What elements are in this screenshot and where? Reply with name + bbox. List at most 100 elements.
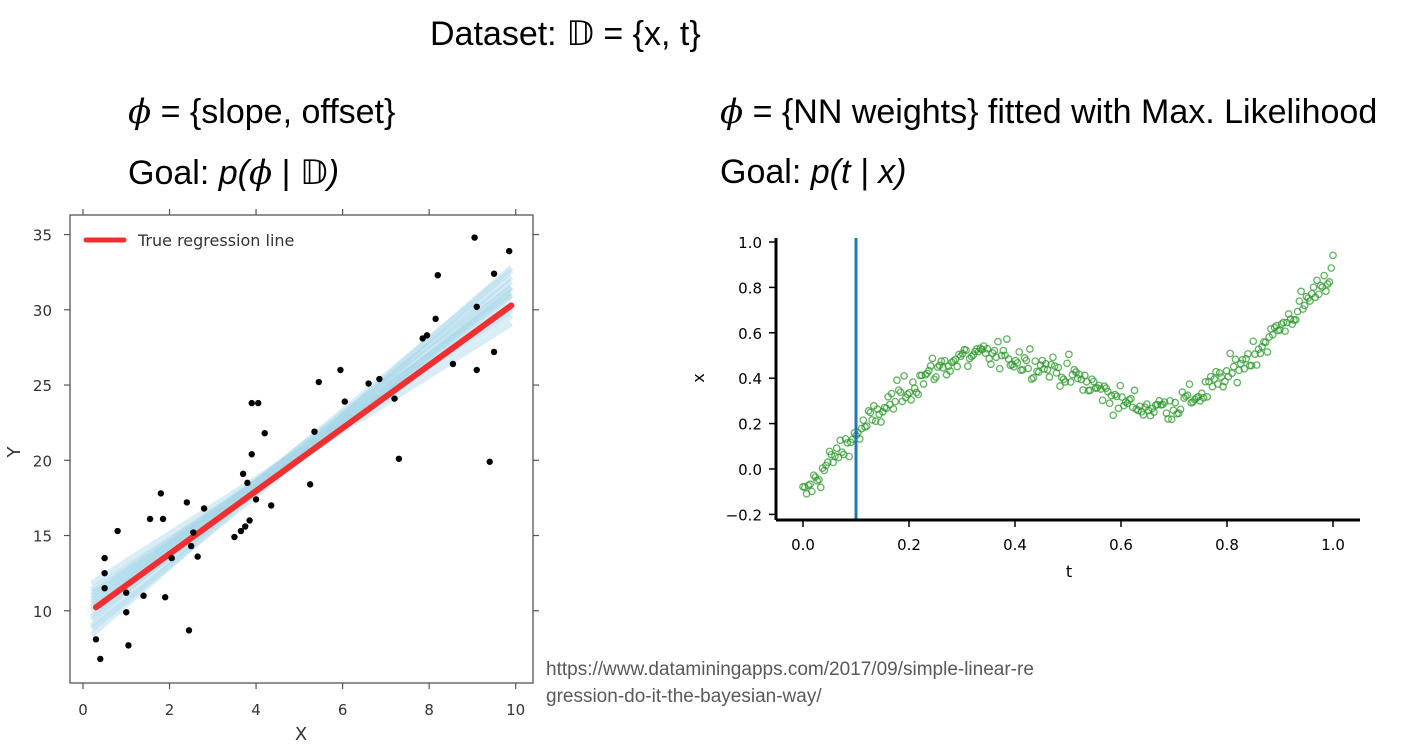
x-tick-label: 6 [338, 701, 348, 719]
data-point [146, 515, 154, 523]
data-point [1199, 393, 1208, 402]
data-point [1251, 350, 1259, 358]
data-point [891, 397, 900, 406]
data-point [955, 350, 963, 359]
data-point [423, 332, 431, 339]
right-phi-text: = {NN weights} fitted with Max. Likeliho… [743, 93, 1378, 131]
data-point [1219, 382, 1227, 391]
data-point [1238, 355, 1247, 364]
data-point [925, 366, 933, 375]
data-point [1322, 287, 1330, 296]
y-tick-label: 35 [33, 227, 52, 245]
axes [774, 238, 1360, 522]
posterior-line [89, 265, 514, 638]
data-point [871, 417, 880, 426]
data-point [1043, 366, 1052, 374]
data-point [831, 452, 839, 460]
bayesian-regression-chart: 0 2 4 6 8 10 10 15 20 25 30 35 True regression line… [4, 209, 539, 745]
x-tick-label: 4 [251, 701, 261, 719]
data-point [1026, 345, 1034, 353]
data-point [1329, 251, 1337, 260]
data-point [261, 429, 268, 437]
x-tick-label: 0.6 [1109, 536, 1133, 554]
data-point [114, 527, 121, 535]
data-point [1027, 375, 1036, 383]
data-point [1029, 373, 1038, 382]
data-point [92, 636, 100, 643]
plot-frame [69, 214, 534, 684]
data-point [306, 481, 314, 488]
left-goal-phi: ϕ [248, 153, 273, 193]
data-point [1268, 330, 1277, 339]
data-point [940, 356, 949, 365]
data-point [1116, 381, 1125, 390]
data-point [1323, 280, 1332, 288]
data-point [311, 428, 318, 435]
data-point [101, 584, 108, 592]
data-point [1061, 378, 1070, 386]
data-point [987, 360, 995, 369]
data-point [1306, 297, 1314, 305]
data-point [994, 337, 1002, 346]
data-point [1176, 405, 1185, 414]
data-point [905, 388, 914, 397]
right-goal: Goal: p(t | x) [720, 153, 906, 192]
data-point [1171, 398, 1180, 407]
axis-ticks: 0.0 0.2 0.4 0.6 0.8 1.0 −0.2 0.0 0.2 0.4 0.6 0.8 1.0 [726, 234, 1345, 554]
data-point [1013, 359, 1022, 367]
data-point [838, 448, 846, 457]
source-url[interactable]: https://www.dataminingapps.com/2017/09/s… [546, 656, 1106, 710]
y-tick-label: 0.8 [738, 279, 762, 297]
y-tick-label: 10 [33, 603, 52, 621]
data-point [395, 455, 403, 462]
posterior-line [89, 274, 514, 629]
x-tick-label: 8 [424, 701, 434, 719]
data-point [1201, 377, 1210, 386]
phi-symbol: ϕ [720, 92, 744, 132]
data-point [449, 360, 457, 368]
data-point [900, 372, 908, 380]
data-point [836, 436, 845, 445]
data-point [953, 362, 962, 371]
data-point [1297, 287, 1305, 296]
data-point [804, 481, 813, 490]
data-point [1105, 399, 1114, 408]
data-point [896, 388, 905, 397]
data-point [123, 609, 130, 616]
data-point [1040, 365, 1048, 373]
data-point [1314, 290, 1323, 299]
data-point [1056, 382, 1064, 390]
posterior-line [90, 313, 513, 587]
data-point [337, 366, 344, 374]
data-point [1215, 369, 1224, 377]
data-point [919, 380, 928, 388]
y-tick-label: 1.0 [738, 234, 762, 252]
data-point [903, 390, 912, 399]
data-point [946, 367, 954, 375]
source-url-line1[interactable]: https://www.dataminingapps.com/2017/09/s… [546, 659, 1034, 680]
data-point [341, 398, 348, 405]
data-point [1075, 370, 1084, 379]
data-point [912, 388, 921, 397]
data-points [799, 251, 1337, 498]
data-point [1100, 382, 1109, 391]
data-point [1047, 360, 1056, 369]
data-point [168, 554, 175, 562]
data-point [1279, 318, 1288, 327]
data-point [1226, 349, 1235, 358]
y-tick-label: 25 [33, 377, 52, 395]
data-point [937, 357, 946, 365]
nn-likelihood-chart: 0.0 0.2 0.4 0.6 0.8 1.0 −0.2 0.0 0.2 0.4 0.6 0.8 1.0… [689, 234, 1360, 581]
data-point [391, 395, 398, 402]
data-point [806, 480, 814, 489]
data-point [995, 364, 1004, 373]
data-point [816, 483, 825, 492]
y-tick-label: 30 [33, 302, 52, 320]
source-url-line2[interactable]: gression-do-it-the-bayesian-way/ [546, 686, 822, 707]
x-tick-label: 10 [506, 701, 525, 719]
data-point [1210, 375, 1219, 383]
data-point [1015, 348, 1024, 356]
data-point [1249, 337, 1258, 346]
left-goal-bar: | [272, 154, 300, 192]
data-point [894, 386, 903, 395]
